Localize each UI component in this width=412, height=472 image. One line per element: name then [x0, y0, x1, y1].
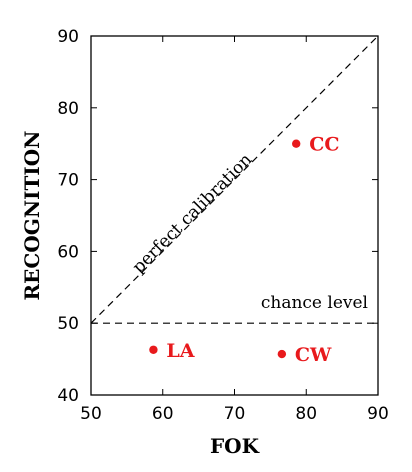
y-tick-label: 60 [57, 242, 79, 262]
x-axis-title: FOK [210, 434, 260, 458]
x-tick-label: 90 [367, 404, 389, 424]
y-tick-label: 70 [57, 171, 79, 191]
point-label-cw: CW [295, 344, 332, 366]
point-label-la: LA [166, 340, 194, 362]
y-tick-label: 90 [57, 27, 79, 47]
x-tick-label: 80 [295, 404, 317, 424]
data-points: CC LA CW [149, 134, 339, 366]
y-axis-title: RECOGNITION [20, 131, 44, 301]
perfect-calibration-label: perfect calibration [129, 150, 256, 278]
plot-frame [90, 35, 379, 396]
perfect-calibration-line [90, 35, 379, 324]
point-label-cc: CC [309, 134, 339, 156]
x-tick-label: 60 [152, 404, 174, 424]
data-point-cc [292, 139, 301, 148]
y-tick-label: 50 [57, 314, 79, 334]
chance-level-label: chance level [261, 293, 368, 313]
x-tick-label: 70 [224, 404, 246, 424]
data-point-cw [277, 349, 287, 359]
y-tick-label: 40 [57, 386, 79, 406]
x-tick-label: 50 [80, 404, 102, 424]
y-tick-label: 80 [57, 99, 79, 119]
data-point-la [149, 345, 158, 354]
